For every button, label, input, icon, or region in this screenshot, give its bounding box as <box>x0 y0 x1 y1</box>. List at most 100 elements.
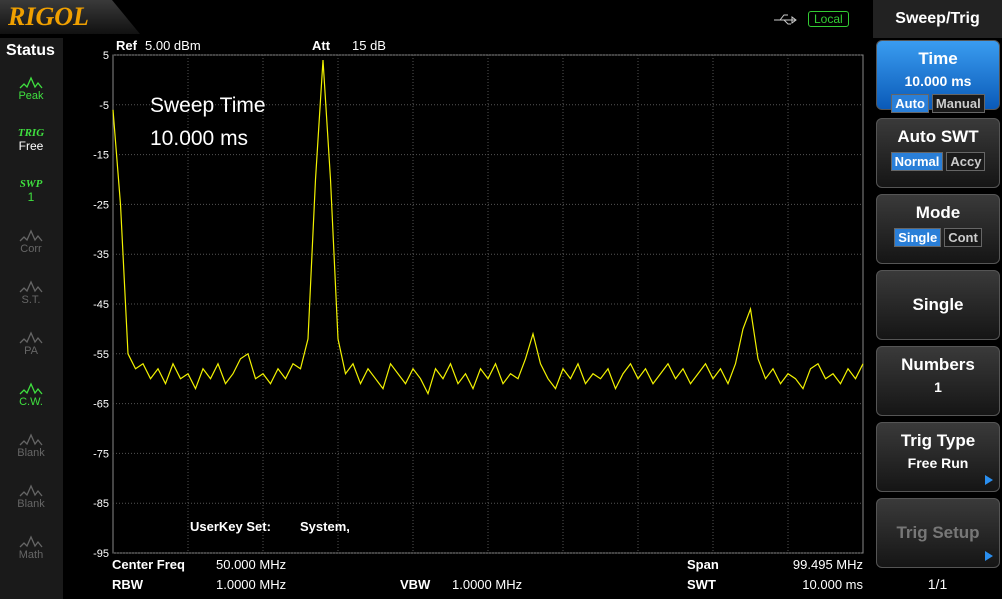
status-item: S.T. <box>3 276 59 322</box>
status-value: Free <box>18 139 44 153</box>
icon-wave <box>19 382 43 395</box>
userkey-value: System, <box>300 519 350 534</box>
status-item: Corr <box>3 225 59 271</box>
menu-options: Single Cont <box>877 228 999 247</box>
y-tick-label: 5 <box>103 50 109 62</box>
menu-button[interactable]: Auto SWT Normal Accy <box>876 118 1000 188</box>
rbw-label: RBW <box>112 577 144 592</box>
menu-option[interactable]: Cont <box>944 228 982 247</box>
menu-title: Sweep/Trig <box>873 0 1002 38</box>
status-label: Math <box>18 549 44 561</box>
swt-value: 10.000 ms <box>802 577 863 592</box>
status-icon <box>19 433 43 446</box>
menu-button-title: Numbers <box>901 355 975 374</box>
menu-options: Auto Manual <box>877 94 999 113</box>
menu-button-title: Trig Setup <box>896 523 980 542</box>
menu-button-title: Single <box>912 295 964 314</box>
span-label: Span <box>687 557 719 572</box>
userkey-label: UserKey Set: <box>190 519 271 534</box>
menu-option[interactable]: Manual <box>931 94 985 113</box>
status-item: TRIG Free <box>3 123 59 169</box>
menu-option[interactable]: Accy <box>946 152 986 171</box>
icon-wave <box>19 433 43 446</box>
menu-button-value: Free Run <box>907 455 969 471</box>
status-item: Blank <box>3 429 59 475</box>
status-item: Peak <box>3 72 59 118</box>
status-label: Blank <box>17 447 45 459</box>
menu-button[interactable]: Numbers 1 <box>876 346 1000 416</box>
y-tick-label: -45 <box>93 299 109 311</box>
icon-wave <box>19 535 43 548</box>
status-label: C.W. <box>19 396 43 408</box>
status-icon <box>19 484 43 497</box>
att-value: 15 dB <box>352 38 386 53</box>
arrow-shape <box>985 551 993 561</box>
status-icon <box>19 280 43 293</box>
overlay-title: Sweep Time <box>150 94 266 117</box>
menu-arrow <box>985 551 993 561</box>
icon-wave <box>19 76 43 89</box>
y-tick-label: -75 <box>93 448 109 460</box>
status-item: PA <box>3 327 59 373</box>
menu-arrow <box>985 475 993 485</box>
status-item: SWP 1 <box>3 174 59 220</box>
menu-page: 1/1 <box>927 576 948 592</box>
menu-button[interactable]: Trig Setup <box>876 498 1000 568</box>
y-tick-label: -65 <box>93 399 109 411</box>
status-item: Blank <box>3 480 59 526</box>
y-tick-label: -5 <box>99 100 109 112</box>
status-icon <box>19 229 43 242</box>
status-label: Blank <box>17 498 45 510</box>
menu-button[interactable]: Single <box>876 270 1000 340</box>
logo-text: RIGOL <box>8 2 89 31</box>
icon-wave <box>19 484 43 497</box>
y-tick-label: -85 <box>93 498 109 510</box>
status-label: TRIG <box>17 127 45 139</box>
vbw-label: VBW <box>400 577 431 592</box>
y-tick-label: -95 <box>93 548 109 560</box>
menu-button-title: Trig Type <box>900 431 976 450</box>
remote-badge[interactable]: Local <box>808 11 849 27</box>
menu-options: Normal Accy <box>877 152 999 171</box>
status-item: C.W. <box>3 378 59 424</box>
rbw-value: 1.0000 MHz <box>216 577 287 592</box>
menu-button[interactable]: Time 10.000 ms Auto Manual <box>876 40 1000 113</box>
y-tick-label: -15 <box>93 150 109 162</box>
icon-wave <box>19 229 43 242</box>
menu-option[interactable]: Single <box>894 228 942 247</box>
status-item: Math <box>3 531 59 577</box>
trace-line <box>112 59 864 396</box>
status-icon <box>19 331 43 344</box>
menu-button-title: Auto SWT <box>897 127 979 146</box>
menu-option[interactable]: Normal <box>890 152 944 171</box>
status-icon <box>19 535 43 548</box>
menu-button-title: Mode <box>915 203 961 222</box>
menu-option[interactable]: Auto <box>891 94 929 113</box>
status-value: 1 <box>27 190 35 204</box>
swt-label: SWT <box>687 577 716 592</box>
center-value: 50.000 MHz <box>216 557 287 572</box>
logo: RIGOL <box>0 0 140 34</box>
y-tick-label: -35 <box>93 249 109 261</box>
icon-wave <box>19 280 43 293</box>
menu-button-value: 1 <box>934 379 942 395</box>
overlay-value: 10.000 ms <box>150 127 249 150</box>
status-icon <box>19 382 43 395</box>
span-value: 99.495 MHz <box>792 557 863 572</box>
usb-icon <box>774 14 797 25</box>
status-label: Peak <box>18 90 44 102</box>
att-label: Att <box>312 38 331 53</box>
status-icon <box>19 76 43 89</box>
status-label: SWP <box>19 178 43 190</box>
y-tick-label: -55 <box>93 349 109 361</box>
y-tick-label: -25 <box>93 199 109 211</box>
status-label: S.T. <box>21 294 41 306</box>
menu-button[interactable]: Mode Single Cont <box>876 194 1000 264</box>
status-label: Corr <box>20 243 42 255</box>
menu-button[interactable]: Trig Type Free Run <box>876 422 1000 492</box>
status-panel: Peak TRIG Free SWP 1 Corr S.T. PA C.W. Blank Blank… <box>0 38 63 599</box>
vbw-value: 1.0000 MHz <box>452 577 523 592</box>
ref-value: 5.00 dBm <box>145 38 201 53</box>
